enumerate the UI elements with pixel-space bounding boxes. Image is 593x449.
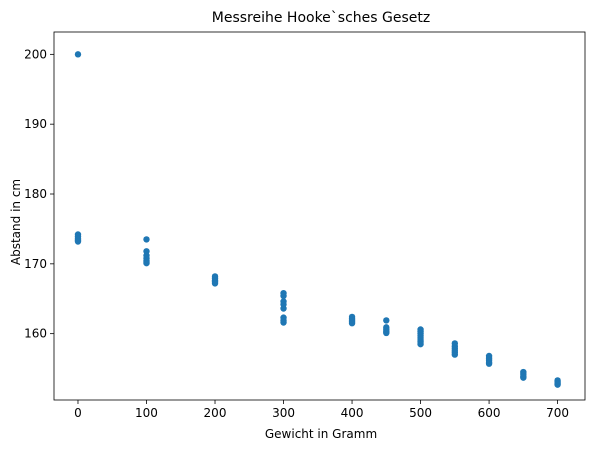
y-tick-label: 190 — [24, 117, 47, 131]
chart-title: Messreihe Hooke`sches Gesetz — [212, 10, 430, 26]
y-axis-ticks: 160 170 180 190 200 — [24, 47, 54, 340]
data-point — [143, 260, 149, 266]
x-tick-label: 0 — [74, 406, 82, 420]
y-tick-label: 170 — [24, 257, 47, 271]
data-point — [383, 330, 389, 336]
y-tick-label: 160 — [24, 327, 47, 341]
x-tick-label: 500 — [409, 406, 432, 420]
plot-area — [54, 32, 585, 400]
data-point — [280, 305, 286, 311]
y-tick-label: 200 — [24, 47, 47, 61]
y-axis-label: Abstand in cm — [9, 179, 23, 265]
x-tick-label: 100 — [135, 406, 158, 420]
data-point — [75, 238, 81, 244]
data-point — [143, 236, 149, 242]
data-point — [349, 320, 355, 326]
x-axis-ticks: 0 100 200 300 400 500 600 700 — [74, 400, 569, 420]
data-point — [554, 381, 560, 387]
data-point — [280, 293, 286, 299]
data-point — [452, 351, 458, 357]
x-tick-label: 300 — [272, 406, 295, 420]
y-tick-label: 180 — [24, 187, 47, 201]
data-point — [383, 317, 389, 323]
x-tick-label: 400 — [341, 406, 364, 420]
x-axis-label: Gewicht in Gramm — [265, 427, 377, 441]
data-point — [486, 360, 492, 366]
x-tick-label: 700 — [546, 406, 569, 420]
data-point — [520, 374, 526, 380]
data-point — [75, 51, 81, 57]
data-point — [417, 341, 423, 347]
x-tick-label: 600 — [478, 406, 501, 420]
data-points — [75, 51, 561, 388]
plot-frame — [54, 32, 585, 400]
x-tick-label: 200 — [204, 406, 227, 420]
data-point — [280, 319, 286, 325]
data-point — [212, 280, 218, 286]
